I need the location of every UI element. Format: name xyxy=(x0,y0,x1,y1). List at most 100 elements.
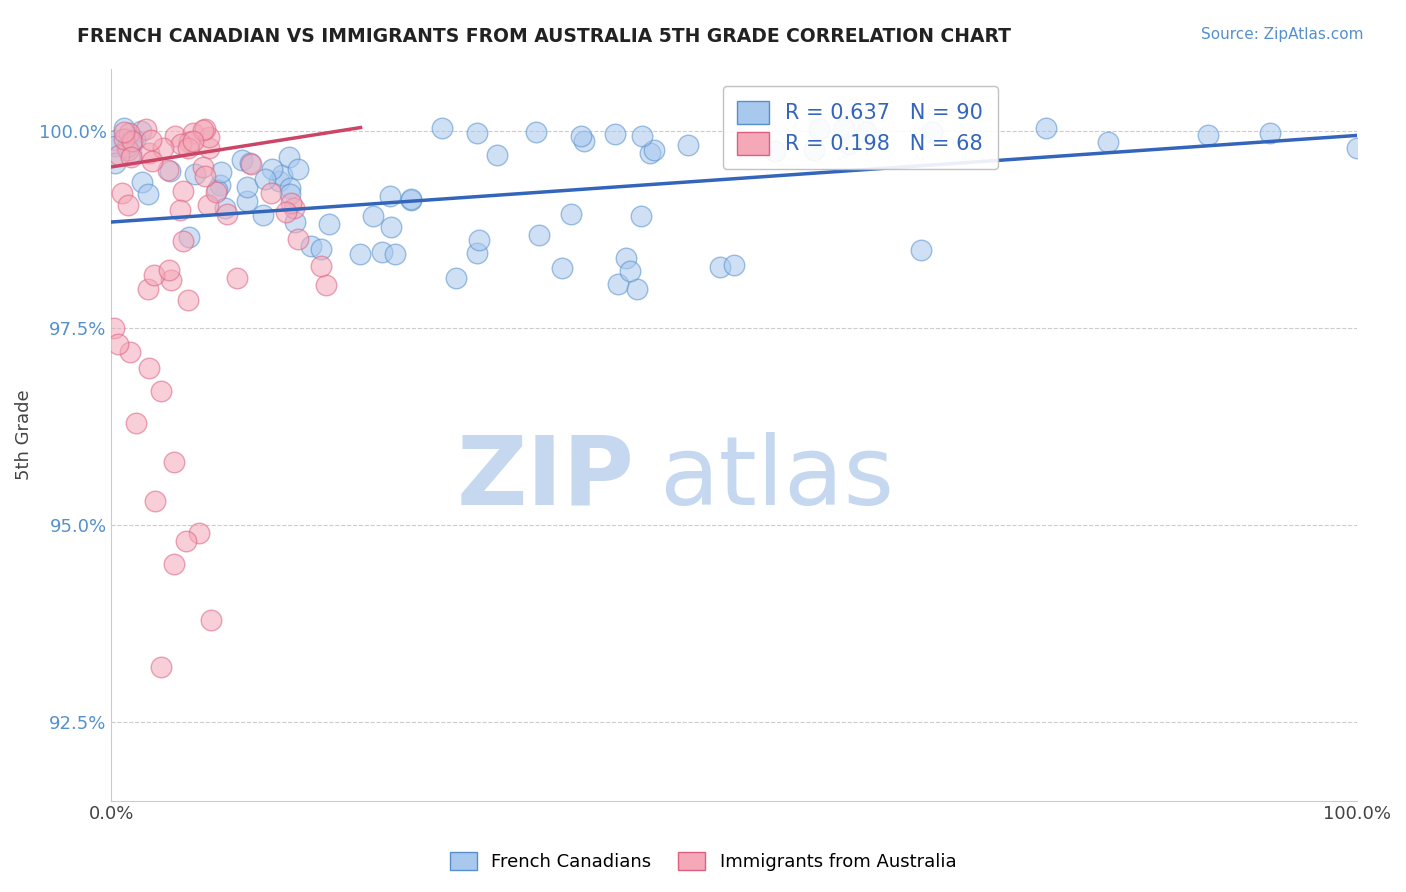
Point xyxy=(104,133,127,147)
Point xyxy=(808,122,831,136)
Point xyxy=(371,244,394,259)
Point xyxy=(569,128,592,143)
Point xyxy=(103,321,125,335)
Point xyxy=(211,164,233,178)
Point xyxy=(131,124,153,138)
Text: ZIP: ZIP xyxy=(457,432,634,525)
Point xyxy=(131,175,153,189)
Point xyxy=(607,277,630,291)
Point xyxy=(184,167,207,181)
Point xyxy=(239,156,262,170)
Point xyxy=(177,141,200,155)
Point xyxy=(260,186,283,201)
Point xyxy=(643,143,665,157)
Point xyxy=(485,148,508,162)
Point xyxy=(278,181,301,195)
Point xyxy=(152,141,174,155)
Point xyxy=(401,193,423,207)
Point xyxy=(107,337,129,351)
Point xyxy=(921,125,943,139)
Point xyxy=(1197,128,1219,142)
Point xyxy=(832,121,855,136)
Point xyxy=(274,205,297,219)
Point xyxy=(271,168,294,182)
Point xyxy=(630,210,652,224)
Point xyxy=(112,121,135,136)
Point xyxy=(384,247,406,261)
Point xyxy=(225,271,247,285)
Point xyxy=(198,130,221,145)
Text: Source: ZipAtlas.com: Source: ZipAtlas.com xyxy=(1201,27,1364,42)
Point xyxy=(112,126,135,140)
Point xyxy=(111,186,134,200)
Point xyxy=(191,123,214,137)
Point xyxy=(179,136,201,150)
Point xyxy=(121,134,143,148)
Point xyxy=(638,146,661,161)
Point xyxy=(157,163,180,178)
Point xyxy=(378,189,401,203)
Point xyxy=(283,201,305,215)
Point xyxy=(1035,120,1057,135)
Point xyxy=(763,144,786,158)
Point xyxy=(120,345,142,359)
Point xyxy=(231,153,253,167)
Point xyxy=(209,178,232,192)
Point xyxy=(380,220,402,235)
Point xyxy=(179,229,201,244)
Legend: R = 0.637   N = 90, R = 0.198   N = 68: R = 0.637 N = 90, R = 0.198 N = 68 xyxy=(723,87,998,169)
Point xyxy=(430,121,453,136)
Point xyxy=(214,202,236,216)
Point xyxy=(269,174,291,188)
Point xyxy=(205,183,228,197)
Point xyxy=(174,533,197,548)
Point xyxy=(278,186,301,201)
Point xyxy=(287,161,309,176)
Point xyxy=(107,148,129,162)
Point xyxy=(299,239,322,253)
Point xyxy=(529,227,551,242)
Point xyxy=(1258,126,1281,140)
Point xyxy=(468,233,491,247)
Point xyxy=(626,282,648,296)
Point xyxy=(181,126,204,140)
Point xyxy=(141,133,163,147)
Point xyxy=(143,494,166,508)
Point xyxy=(193,121,215,136)
Point xyxy=(141,154,163,169)
Point xyxy=(318,218,340,232)
Legend: French Canadians, Immigrants from Australia: French Canadians, Immigrants from Austra… xyxy=(443,845,963,879)
Point xyxy=(524,125,547,139)
Point xyxy=(619,264,641,278)
Point xyxy=(159,164,181,178)
Point xyxy=(204,185,226,199)
Point xyxy=(287,232,309,246)
Point xyxy=(277,149,299,163)
Point xyxy=(235,194,257,209)
Point xyxy=(143,268,166,282)
Y-axis label: 5th Grade: 5th Grade xyxy=(15,389,32,480)
Point xyxy=(124,133,146,147)
Point xyxy=(803,143,825,157)
Point xyxy=(170,137,193,152)
Point xyxy=(136,282,159,296)
Point xyxy=(136,186,159,201)
Point xyxy=(125,416,148,430)
Point xyxy=(401,192,423,206)
Point xyxy=(215,207,238,221)
Point xyxy=(560,207,582,221)
Point xyxy=(117,140,139,154)
Point xyxy=(254,172,277,186)
Point xyxy=(197,198,219,212)
Point xyxy=(150,384,173,399)
Point xyxy=(1097,135,1119,149)
Point xyxy=(150,660,173,674)
Point xyxy=(163,558,186,572)
Point xyxy=(169,202,191,217)
Point xyxy=(197,141,219,155)
Point xyxy=(838,136,860,151)
Point xyxy=(723,258,745,272)
Point xyxy=(630,129,652,144)
Text: atlas: atlas xyxy=(659,432,894,525)
Point xyxy=(349,246,371,260)
